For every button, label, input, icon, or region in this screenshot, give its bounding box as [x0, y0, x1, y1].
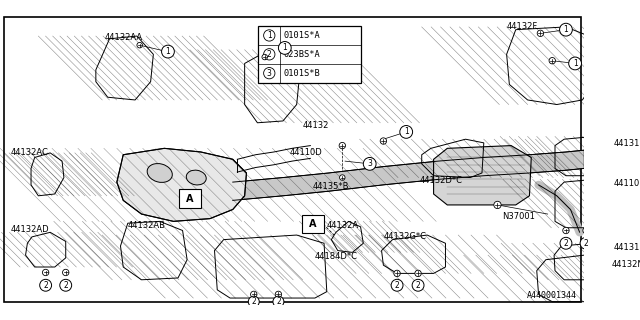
Text: 44132N: 44132N	[612, 260, 640, 269]
Circle shape	[161, 45, 174, 58]
Text: 44135*B: 44135*B	[312, 182, 349, 191]
Text: 2: 2	[564, 239, 568, 248]
Text: 0101S*B: 0101S*B	[284, 69, 321, 78]
Text: 44110D: 44110D	[289, 148, 322, 157]
Text: 2: 2	[276, 297, 281, 306]
Circle shape	[264, 30, 275, 41]
Text: 44132AC: 44132AC	[11, 148, 49, 157]
Circle shape	[63, 269, 69, 276]
Text: 2: 2	[63, 281, 68, 290]
Circle shape	[394, 270, 400, 276]
Circle shape	[278, 42, 291, 54]
Text: 2: 2	[252, 297, 256, 306]
Circle shape	[262, 54, 268, 60]
Text: 1: 1	[267, 31, 271, 40]
Text: 2: 2	[416, 281, 420, 290]
Text: 44132F: 44132F	[507, 22, 538, 31]
Text: 44110E: 44110E	[613, 180, 640, 188]
Text: 1: 1	[282, 44, 287, 52]
Text: 1: 1	[404, 127, 408, 136]
Circle shape	[580, 237, 592, 249]
Circle shape	[251, 291, 257, 298]
Circle shape	[391, 279, 403, 291]
Text: 44131H: 44131H	[613, 139, 640, 148]
Circle shape	[42, 269, 49, 276]
Circle shape	[563, 227, 569, 234]
Circle shape	[339, 142, 346, 149]
Circle shape	[380, 138, 387, 144]
Text: A: A	[186, 194, 194, 204]
Text: 2: 2	[584, 239, 588, 248]
Circle shape	[60, 279, 72, 291]
Circle shape	[275, 291, 282, 298]
Text: N37001: N37001	[502, 212, 535, 221]
Circle shape	[264, 68, 275, 79]
Circle shape	[40, 279, 52, 291]
Circle shape	[537, 30, 543, 36]
Text: A: A	[309, 219, 317, 229]
Circle shape	[364, 157, 376, 170]
Text: 1: 1	[573, 59, 577, 68]
Circle shape	[340, 175, 345, 180]
Text: 44131I: 44131I	[613, 243, 640, 252]
Circle shape	[400, 125, 413, 138]
Circle shape	[549, 58, 556, 64]
Circle shape	[273, 296, 284, 307]
Text: 3: 3	[367, 159, 372, 168]
Circle shape	[415, 270, 421, 276]
Polygon shape	[233, 150, 584, 200]
Text: 0101S*A: 0101S*A	[284, 31, 321, 40]
FancyBboxPatch shape	[179, 189, 201, 208]
Circle shape	[583, 227, 589, 234]
Text: 2: 2	[267, 50, 271, 59]
Text: 44132G*C: 44132G*C	[383, 232, 426, 241]
Bar	[259, 26, 360, 83]
Circle shape	[412, 279, 424, 291]
Circle shape	[137, 43, 143, 48]
Text: 44132AB: 44132AB	[128, 221, 166, 230]
Text: 44132AD: 44132AD	[11, 225, 49, 234]
Text: 1: 1	[166, 47, 170, 56]
Circle shape	[560, 237, 572, 249]
Ellipse shape	[147, 164, 172, 182]
FancyBboxPatch shape	[302, 215, 324, 233]
Circle shape	[559, 23, 572, 36]
Circle shape	[494, 201, 501, 209]
Circle shape	[248, 296, 259, 307]
Text: 44132AA: 44132AA	[105, 33, 143, 42]
Polygon shape	[117, 148, 246, 221]
Text: 44132A: 44132A	[327, 221, 359, 230]
Text: 44184D*C: 44184D*C	[315, 252, 358, 261]
Text: 44132: 44132	[303, 121, 330, 130]
Text: 3: 3	[267, 69, 272, 78]
Text: 2: 2	[395, 281, 399, 290]
Text: A440001344: A440001344	[527, 291, 577, 300]
Text: 2: 2	[44, 281, 48, 290]
Ellipse shape	[186, 170, 206, 185]
Polygon shape	[433, 146, 531, 205]
Circle shape	[264, 49, 275, 60]
Text: 023BS*A: 023BS*A	[284, 50, 321, 59]
Text: 44132D*C: 44132D*C	[420, 176, 463, 185]
Text: 1: 1	[564, 25, 568, 34]
Circle shape	[569, 57, 582, 70]
